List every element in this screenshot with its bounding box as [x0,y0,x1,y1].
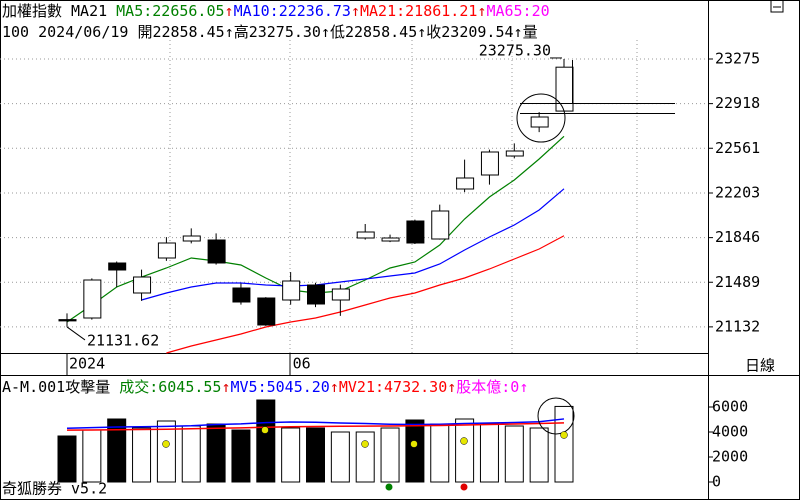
candle-body [157,242,176,259]
y-tick-label: 22918 [715,94,760,112]
volume-bar [107,418,127,483]
volume-bar [479,423,499,483]
legend-arrow: ↑ [221,378,230,396]
header: 加權指數 MA21 MA5:22656.05↑MA10:22236.73↑MA21… [2,2,550,20]
window-button[interactable] [770,0,784,13]
info-text: 開22858.45 [137,23,224,41]
legend-entry: MV21:4732.30 [339,378,447,396]
y-tick-label: 0 [712,473,721,491]
x-tick-label: 06 [293,355,311,373]
volume-bar [181,425,201,483]
legend-entry: MA5:22656.05 [116,2,224,20]
candle-body [133,276,152,294]
info-text: 量 [523,23,538,41]
legend-entry: MA10:22236.73 [234,2,351,20]
info-text: 低22858.45 [330,23,417,41]
volume-bar [330,431,350,483]
volume-bar [231,429,251,483]
header: A-M.001攻擊量 成交:6045.55↑MV5:5045.20↑MV21:47… [2,378,528,396]
legend-entry: 成交:6045.55 [119,378,221,396]
volume-bar [256,399,276,483]
period-label: 日線 [745,357,775,375]
candle-body [431,210,450,240]
candle-body [257,297,276,326]
volume-bar [405,419,425,483]
info-text: 100 2024/06/19 [2,23,128,41]
candle-body [381,237,400,242]
volume-bar [554,405,574,483]
x-tick-label: 2024 [69,355,105,373]
volume-bar [281,427,301,483]
volume-bar [306,427,325,483]
candle-body [108,262,127,271]
candle-body [58,319,77,322]
legend-arrow: ↑ [330,378,339,396]
y-tick-label: 21489 [715,273,760,291]
volume-bar [156,420,176,483]
y-tick-label: 4000 [712,423,748,441]
info-text: 收23209.54 [426,23,513,41]
y-tick-label: 21846 [715,228,760,246]
candle-body [530,116,549,128]
candle-body [207,239,226,264]
candle-body [456,177,475,190]
candle-body [182,235,201,242]
legend-entry: 股本億:0 [456,378,519,396]
panel-title: A-M.001攻擊量 [2,378,110,396]
candle-body [232,287,251,303]
header: 100 2024/06/19 開22858.45↑高23275.30↑低22858… [2,23,538,41]
info-arrow: ↑ [514,23,523,41]
info-arrow: ↑ [417,23,426,41]
low-leader [66,326,86,341]
legend-arrow: ↑ [225,2,234,20]
legend-arrow: ↑ [477,2,486,20]
ma-line [166,235,565,354]
volume-bar [504,425,524,483]
ma-line [141,188,565,301]
y-tick-label: 22203 [715,184,760,202]
footer: 奇狐勝券 v5.2 [2,480,107,498]
legend-arrow: ↑ [447,378,456,396]
signal-dots [162,426,568,491]
y-tick-label: 6000 [712,398,748,416]
volume-bar [132,427,152,483]
volume-bar [57,435,77,483]
candle-body [406,220,425,244]
volume-bar [430,423,450,483]
volume-bar [206,423,226,483]
volume-bar [380,427,400,483]
volume-bar [82,429,102,483]
mv-line [66,422,565,431]
legend-entry: MV5:5045.20 [231,378,330,396]
annotation [516,60,675,435]
y-tick-label: 2000 [712,448,748,466]
info-text: 高23275.30 [234,23,321,41]
candle-body [307,284,325,305]
legend-entry: MA65:20 [486,2,549,20]
mv-line [66,418,565,429]
low-label: 21131.62 [87,331,159,349]
volume-bar [355,431,375,483]
y-tick-label: 23275 [715,50,760,68]
volume-bar [529,427,549,483]
candle-body [356,231,375,239]
volume-bar [455,418,475,483]
candle-body [555,66,574,112]
candle-body [480,151,499,176]
info-arrow: ↑ [225,23,234,41]
candle-body [331,288,350,301]
legend-entry: MA21:21861.21 [360,2,477,20]
y-tick-label: 22561 [715,139,760,157]
legend-arrow: ↑ [351,2,360,20]
candle-body [505,150,524,157]
candle-body [282,280,301,301]
candle-body [83,279,102,319]
legend-arrow: ↑ [519,378,528,396]
panel-title: 加權指數 MA21 [2,2,107,20]
y-tick-label: 21132 [715,317,760,335]
info-arrow: ↑ [321,23,330,41]
date-grid [169,40,638,353]
high-label: 23275.30 [479,41,551,59]
